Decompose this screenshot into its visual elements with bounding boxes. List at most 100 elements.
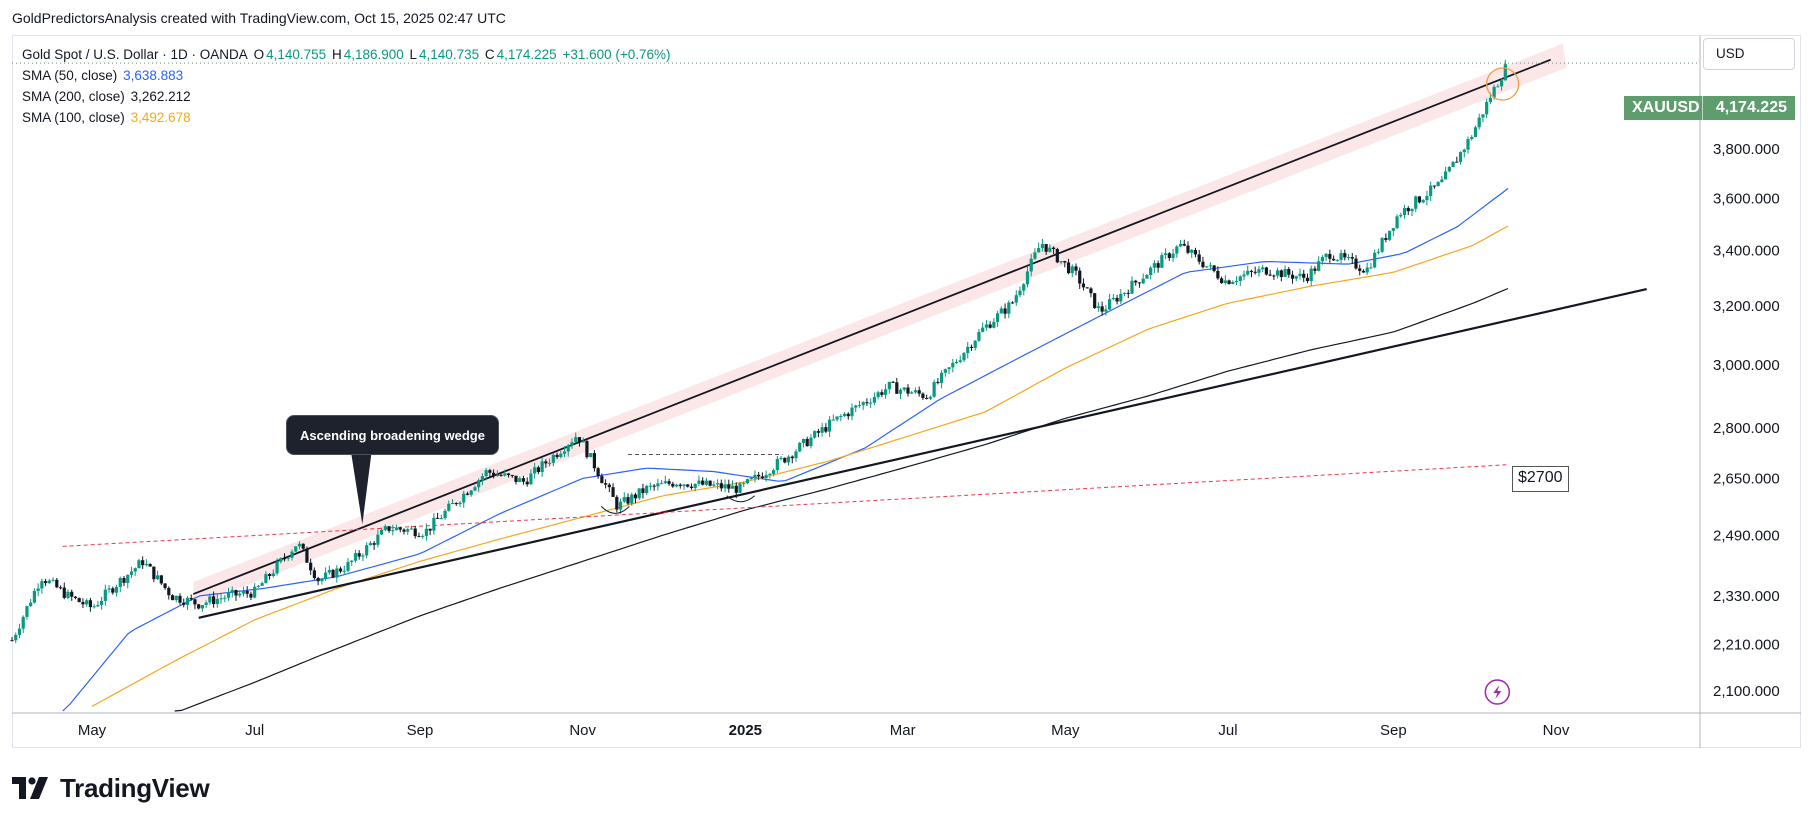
candle-body (712, 484, 716, 486)
wedge-annotation-callout[interactable]: Ascending broadening wedge (286, 415, 499, 455)
candle-body (548, 462, 552, 464)
sma200-label: SMA (200, close) (22, 89, 125, 104)
candle-body (1134, 280, 1138, 283)
candle-body (514, 475, 518, 482)
candle-body (962, 353, 966, 361)
candle-body (536, 467, 540, 473)
candle-body (1332, 258, 1336, 261)
legend-ohlc-row[interactable]: Gold Spot / U.S. Dollar · 1D · OANDA O 4,… (22, 44, 673, 65)
candle-body (1261, 267, 1265, 270)
candle-body (1018, 290, 1022, 296)
y-tick-label: 2,100.000 (1713, 683, 1780, 700)
candle-body (1044, 244, 1048, 252)
candle-body (1074, 266, 1078, 271)
target-price-annotation[interactable]: $2700 (1512, 466, 1569, 492)
candle-body (652, 485, 656, 487)
candle-body (133, 568, 137, 572)
candle-body (1149, 267, 1153, 275)
candle-body (1175, 246, 1179, 254)
candle-body (1059, 261, 1063, 263)
candle-body (1201, 261, 1205, 268)
candle-body (256, 585, 260, 587)
candle-body (533, 467, 537, 474)
candle-body (383, 526, 387, 530)
candle-body (958, 360, 962, 362)
x-tick-label: May (78, 722, 107, 739)
candle-body (738, 483, 742, 493)
candle-body (350, 560, 354, 562)
candle-body (212, 596, 216, 605)
candle-body (585, 441, 589, 458)
candle-body (540, 461, 544, 473)
candle-body (282, 558, 287, 560)
candle-body (503, 473, 507, 476)
candle-body (1081, 283, 1086, 288)
candle-body (32, 590, 36, 603)
candle-body (1268, 274, 1272, 276)
candle-body (1395, 216, 1399, 229)
wedge-channel-band (193, 43, 1567, 607)
line-layer (12, 58, 1700, 712)
candle-body (1108, 299, 1112, 310)
candle-body (122, 578, 126, 583)
candle-body (1122, 292, 1127, 294)
candle-body (1429, 185, 1433, 196)
bottom-arc-1 (600, 506, 630, 514)
candle-body (208, 596, 212, 603)
candle-body (1440, 179, 1444, 183)
candle-body (1473, 127, 1478, 137)
candle-body (790, 456, 794, 459)
candle-body (671, 483, 675, 487)
currency-button[interactable]: USD (1703, 38, 1795, 70)
candle-body (1130, 280, 1134, 294)
legend-sma50-row[interactable]: SMA (50, close) 3,638.883 (22, 65, 673, 86)
y-tick-label: 3,800.000 (1713, 141, 1780, 158)
candle-body (301, 543, 305, 549)
candle-body (693, 483, 697, 488)
candle-body (170, 595, 175, 601)
candle-body (417, 536, 421, 538)
chart-credit: GoldPredictorsAnalysis created with Trad… (12, 10, 506, 26)
candle-body (182, 602, 186, 605)
candle-body (566, 445, 570, 452)
x-tick-label: Jul (1218, 722, 1237, 739)
candle-body (1085, 287, 1089, 289)
candle-body (835, 416, 839, 420)
candle-body (376, 534, 380, 545)
candle-body (1305, 277, 1310, 282)
candle-body (951, 362, 955, 368)
sma50-label: SMA (50, close) (22, 68, 118, 83)
candle-body (884, 389, 888, 395)
candle-body (439, 518, 443, 520)
candle-body (633, 494, 638, 499)
tradingview-wordmark: TradingView (60, 772, 210, 803)
candle-body (682, 484, 686, 486)
candle-body (1182, 243, 1186, 246)
candle-body (1496, 86, 1500, 88)
high-label: H (331, 47, 342, 62)
candle-body (312, 570, 316, 579)
candle-body (820, 427, 824, 433)
candle-body (828, 419, 832, 432)
candle-body (484, 470, 488, 477)
candle-body (81, 602, 85, 605)
legend-sma200-row[interactable]: SMA (200, close) 3,262.212 (22, 86, 673, 107)
candle-body (156, 575, 160, 580)
candle-body (1048, 247, 1052, 252)
candle-body (794, 451, 798, 459)
candle-body (857, 405, 862, 407)
candle-body (798, 442, 802, 452)
candle-body (1171, 253, 1175, 259)
candle-body (1029, 258, 1033, 272)
candle-body (96, 604, 100, 607)
candle-body (365, 545, 369, 556)
legend-sma100-row[interactable]: SMA (100, close) 3,492.678 (22, 107, 673, 128)
candle-body (29, 602, 33, 607)
candle-body (846, 413, 850, 417)
y-tick-label: 2,210.000 (1713, 636, 1780, 653)
candle-body (219, 598, 223, 600)
candle-body (913, 390, 918, 393)
sma50-line (62, 188, 1509, 712)
tradingview-logo[interactable]: TradingView (12, 772, 210, 803)
